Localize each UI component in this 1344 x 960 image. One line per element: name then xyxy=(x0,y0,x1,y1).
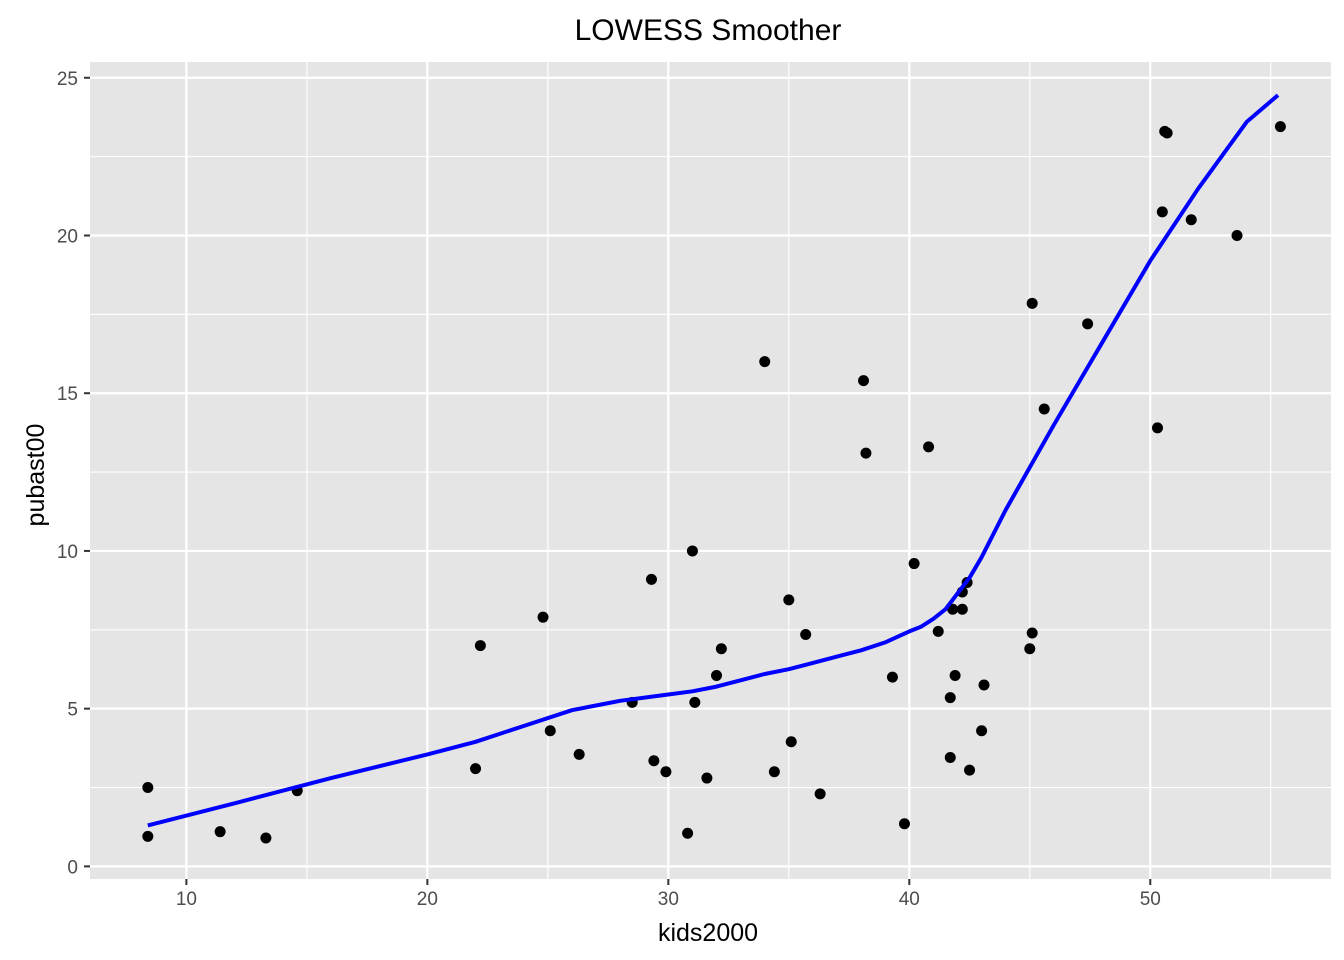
y-tick-label: 15 xyxy=(57,384,78,405)
data-point xyxy=(701,772,713,784)
data-point xyxy=(544,725,556,737)
chart-title: LOWESS Smoother xyxy=(575,14,842,47)
data-point xyxy=(645,573,657,585)
data-point xyxy=(1231,229,1243,241)
data-point xyxy=(1161,127,1173,139)
x-tick-label: 10 xyxy=(176,889,197,910)
data-point xyxy=(648,755,660,767)
data-point xyxy=(1026,297,1038,309)
data-point xyxy=(1026,627,1038,639)
x-axis-title: kids2000 xyxy=(658,919,758,947)
data-point xyxy=(142,830,154,842)
data-point xyxy=(944,752,956,764)
data-point xyxy=(944,692,956,704)
data-point xyxy=(537,611,549,623)
data-point xyxy=(898,818,910,830)
plot-panel xyxy=(90,62,1331,879)
data-point xyxy=(1185,214,1197,226)
lowess-smoother-line xyxy=(147,93,1280,828)
x-tick-label: 50 xyxy=(1140,889,1161,910)
y-tick-label: 10 xyxy=(57,542,78,563)
data-point xyxy=(908,558,920,570)
data-point xyxy=(949,670,961,682)
data-point xyxy=(1024,643,1036,655)
data-point xyxy=(1274,121,1286,133)
data-point xyxy=(474,640,486,652)
y-tick-label: 0 xyxy=(67,857,78,878)
data-point xyxy=(860,447,872,459)
data-point xyxy=(785,736,797,748)
scatter-points xyxy=(142,121,1286,844)
x-tick-label: 20 xyxy=(417,889,438,910)
data-point xyxy=(1082,318,1094,330)
data-point xyxy=(660,766,672,778)
x-axis: 10 20 30 40 50 xyxy=(176,879,1161,910)
data-point xyxy=(1156,206,1168,218)
data-point xyxy=(800,629,812,641)
data-point xyxy=(715,643,727,655)
data-point xyxy=(573,748,585,760)
data-point xyxy=(976,725,988,737)
data-point xyxy=(711,670,723,682)
data-point xyxy=(923,441,935,453)
data-point xyxy=(1038,403,1050,415)
grid-major xyxy=(90,62,1331,879)
data-point xyxy=(783,594,795,606)
y-tick-label: 20 xyxy=(57,226,78,247)
data-point xyxy=(470,763,482,775)
y-tick-label: 5 xyxy=(67,700,78,721)
data-point xyxy=(142,782,154,794)
data-point xyxy=(759,356,771,368)
data-point xyxy=(858,375,870,387)
data-point xyxy=(978,679,990,691)
x-tick-label: 30 xyxy=(658,889,679,910)
data-point xyxy=(686,545,698,557)
y-axis: 0 5 10 15 20 25 xyxy=(57,69,90,878)
data-point xyxy=(689,696,701,708)
data-point xyxy=(886,671,898,683)
data-point xyxy=(956,603,968,615)
data-point xyxy=(260,832,272,844)
data-point xyxy=(682,827,694,839)
y-axis-title: pubast00 xyxy=(22,424,50,527)
data-point xyxy=(814,788,826,800)
data-point xyxy=(768,766,780,778)
data-point xyxy=(1152,422,1164,434)
y-tick-label: 25 xyxy=(57,69,78,90)
x-tick-label: 40 xyxy=(899,889,920,910)
data-point xyxy=(964,764,976,776)
data-point xyxy=(214,826,226,838)
data-point xyxy=(932,625,944,637)
